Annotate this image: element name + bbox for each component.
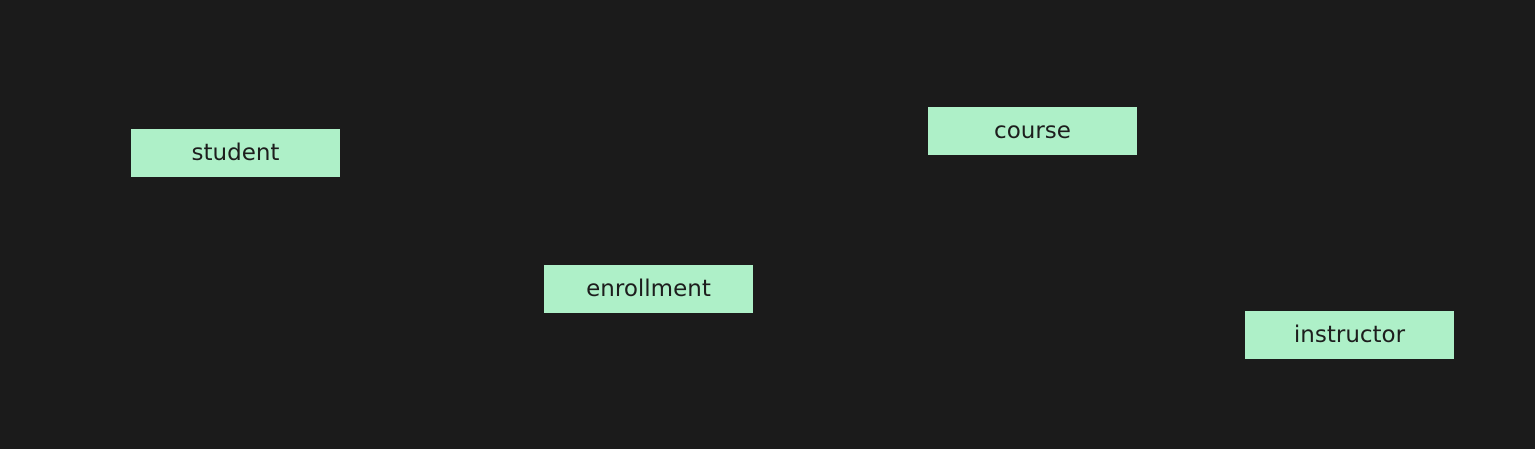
entity-node-label: enrollment bbox=[586, 275, 711, 302]
entity-node-enrollment[interactable]: enrollment bbox=[544, 265, 753, 313]
entity-node-student[interactable]: student bbox=[131, 129, 340, 177]
entity-node-instructor[interactable]: instructor bbox=[1245, 311, 1454, 359]
entity-node-course[interactable]: course bbox=[928, 107, 1137, 155]
entity-node-label: instructor bbox=[1293, 321, 1406, 348]
entity-node-label: course bbox=[994, 117, 1071, 144]
entity-node-label: student bbox=[191, 139, 280, 166]
